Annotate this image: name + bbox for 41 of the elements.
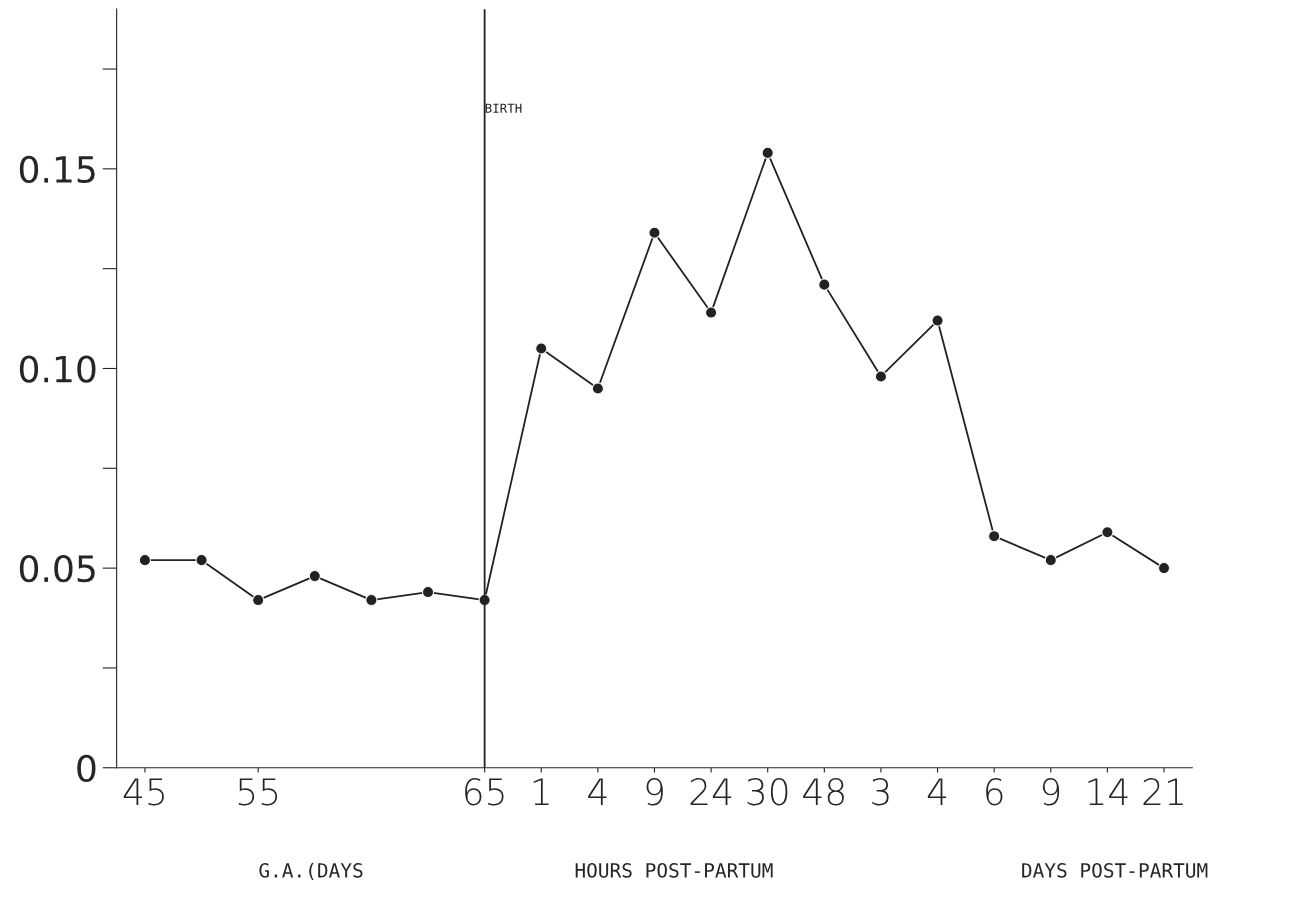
point [591,382,604,395]
text: DAYS POST-PARTUM [1022,863,1208,878]
x-tick-label: 30 [747,778,788,806]
point [705,306,718,319]
x-tick-label: 9 [1042,778,1060,806]
x-tick-label: 4 [588,778,607,805]
point [648,226,661,239]
text: G.A.(DAYS [259,862,363,880]
y-tick-label: 0.05 [19,555,95,583]
point [931,314,944,327]
point [1101,526,1114,539]
x-tick-label: 1 [533,778,549,805]
point [195,554,208,567]
x-tick-label: 45 [123,778,164,806]
point [1157,562,1171,575]
y-tick-label: 0.15 [19,155,95,184]
point [535,342,548,355]
point [308,570,321,583]
x-tick-label: 6 [986,778,1003,806]
point [421,586,435,599]
x-tick-label: 55 [238,778,278,806]
point [1044,554,1057,567]
x-tick-label: 24 [690,778,732,805]
x-tick-label: 3 [872,778,889,806]
point [365,593,378,607]
point [874,370,888,383]
point [761,146,774,159]
y-tick-label: 0.10 [19,355,96,383]
x-tick-label: 9 [646,778,663,806]
x-tick-label: 4 [927,778,947,805]
text: HOURS POST-PARTUM [575,863,773,878]
point [818,278,831,291]
x-tick-label: 65 [465,778,504,806]
x-tick-label: 48 [803,778,844,806]
point [138,554,152,567]
y-tick-label: 0 [77,754,96,782]
x-tick-label: 21 [1143,778,1183,805]
point [252,593,265,607]
point [988,530,1001,543]
x-tick-label: 14 [1088,778,1128,805]
ref-line-label: BIRTH [485,103,522,113]
